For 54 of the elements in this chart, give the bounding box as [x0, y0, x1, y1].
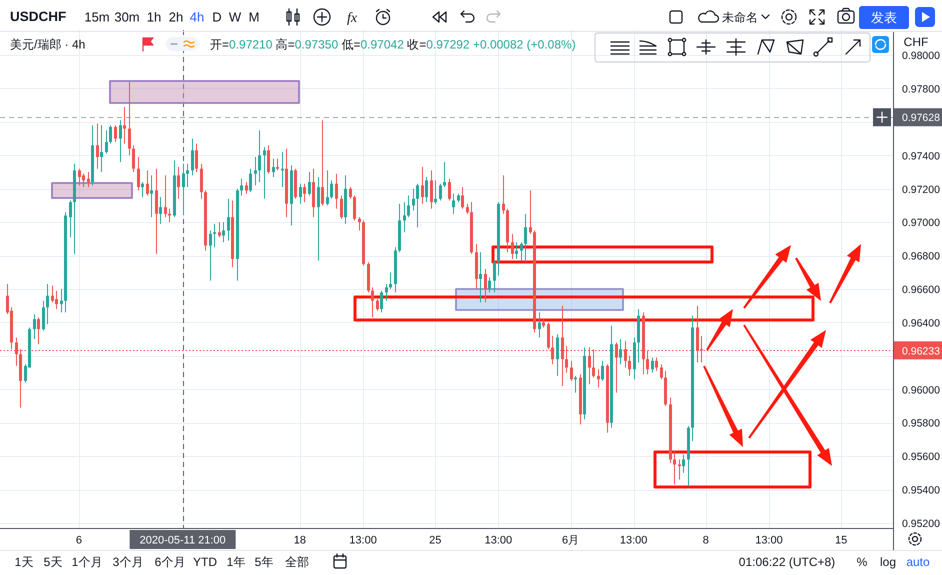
- text: auto: [906, 555, 930, 569]
- x-tick-label: 13:00: [349, 534, 377, 546]
- ref-line-label: 0.96233: [902, 345, 940, 358]
- text: 4h: [190, 10, 204, 24]
- text: fx: [346, 11, 358, 26]
- text: 1个月: [72, 555, 102, 569]
- x-tick-label: 25: [429, 534, 442, 546]
- ref-line-label: 0.97628: [902, 112, 940, 124]
- text: 开=0.97210 高=0.97350 低=0.97042 收=0.97292 +0.00082 (+0.08%): [210, 38, 576, 52]
- x-tick-label: 6月: [562, 534, 580, 546]
- text: YTD: [193, 555, 218, 569]
- text: 3个月: [112, 555, 144, 569]
- y-tick-label: 0.96600: [902, 284, 940, 296]
- text: 6个月: [154, 555, 186, 569]
- x-tick-label: 13:00: [620, 534, 648, 546]
- x-tick-label: 6: [76, 534, 82, 546]
- text: 1年: [226, 555, 246, 569]
- y-tick-label: 0.95200: [902, 518, 940, 530]
- text: log: [880, 555, 896, 569]
- y-tick-label: 0.96800: [902, 250, 940, 263]
- text: 全部: [285, 555, 309, 569]
- text: 30m: [114, 10, 140, 24]
- text: %: [856, 555, 868, 569]
- y-tick-label: 0.95400: [902, 484, 940, 497]
- y-tick-label: 0.97400: [902, 150, 940, 162]
- text: 15m: [84, 10, 110, 24]
- y-tick-label: 0.98000: [902, 50, 940, 62]
- text: W: [228, 10, 242, 24]
- text: 未命名: [722, 10, 758, 24]
- y-tick-label: 0.95800: [902, 418, 940, 430]
- x-tick-label: 18: [294, 534, 306, 546]
- x-tick-label: 13:00: [755, 534, 783, 546]
- text: 01:06:22 (UTC+8): [738, 555, 836, 569]
- chart-title: USDCHF: [10, 9, 66, 24]
- y-tick-label: 0.97800: [902, 83, 940, 96]
- text: D: [212, 10, 222, 24]
- y-tick-label: 0.97200: [902, 184, 940, 196]
- text: 美元/瑞郎 · 4h: [10, 38, 86, 52]
- x-tick-label: 15: [835, 534, 848, 546]
- text: M: [248, 10, 260, 24]
- y-tick-label: 0.96000: [902, 384, 940, 396]
- y-tick-label: 0.97000: [902, 217, 940, 230]
- text: 2h: [168, 10, 184, 24]
- y-tick-label: 0.96400: [902, 317, 940, 330]
- x-tick-label: 2020-05-11 21:00: [140, 534, 226, 546]
- x-tick-label: 8: [702, 534, 709, 546]
- x-tick-label: 13:00: [484, 534, 512, 546]
- text: 5天: [44, 555, 62, 569]
- text: 1天: [14, 555, 34, 569]
- text: 发表: [871, 10, 897, 25]
- text: 5年: [254, 555, 274, 569]
- text: CHF: [904, 35, 928, 49]
- text: 1h: [146, 10, 162, 24]
- y-tick-label: 0.95600: [902, 451, 940, 464]
